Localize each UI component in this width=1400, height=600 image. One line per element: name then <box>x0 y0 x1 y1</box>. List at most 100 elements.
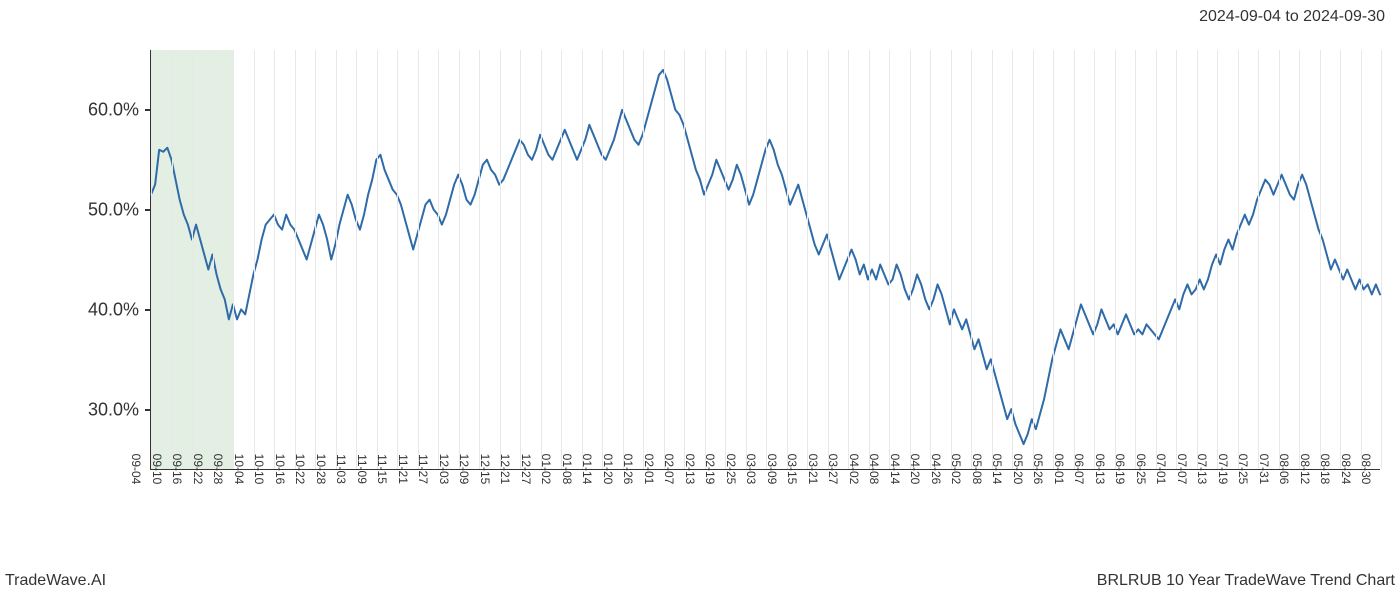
x-tick-label: 12-15 <box>478 454 500 485</box>
x-tick-label: 11-03 <box>334 454 356 484</box>
grid-line-vertical <box>1012 50 1013 469</box>
x-tick-label: 07-01 <box>1154 454 1176 485</box>
grid-line-vertical <box>1176 50 1177 469</box>
x-tick-label: 05-14 <box>990 454 1012 485</box>
x-tick-label: 07-07 <box>1175 454 1197 485</box>
x-tick-label: 02-13 <box>683 454 705 485</box>
grid-line-vertical <box>1320 50 1321 469</box>
grid-line-vertical <box>213 50 214 469</box>
grid-line-vertical <box>192 50 193 469</box>
grid-line-vertical <box>315 50 316 469</box>
x-tick-label: 05-08 <box>970 454 992 485</box>
grid-line-vertical <box>233 50 234 469</box>
y-tick-label: 40.0% <box>88 300 151 321</box>
grid-line-vertical <box>602 50 603 469</box>
x-tick-label: 09-28 <box>211 454 233 485</box>
x-tick-label: 06-19 <box>1113 454 1135 485</box>
grid-line-vertical <box>725 50 726 469</box>
grid-line-vertical <box>1053 50 1054 469</box>
grid-line-vertical <box>684 50 685 469</box>
x-tick-label: 02-07 <box>662 454 684 485</box>
grid-line-vertical <box>438 50 439 469</box>
y-tick-label: 30.0% <box>88 400 151 421</box>
x-tick-label: 11-27 <box>416 454 438 484</box>
grid-line-vertical <box>1135 50 1136 469</box>
grid-line-vertical <box>787 50 788 469</box>
x-tick-label: 05-26 <box>1031 454 1053 485</box>
date-range-text: 2024-09-04 to 2024-09-30 <box>1199 8 1385 26</box>
grid-line-vertical <box>992 50 993 469</box>
grid-line-vertical <box>643 50 644 469</box>
grid-line-vertical <box>910 50 911 469</box>
grid-line-vertical <box>582 50 583 469</box>
grid-line-vertical <box>541 50 542 469</box>
chart-container: 09-0409-1009-1609-2209-2810-0410-1010-16… <box>150 50 1380 470</box>
x-tick-label: 09-16 <box>170 454 192 485</box>
grid-line-vertical <box>1279 50 1280 469</box>
y-tick-mark <box>145 109 151 111</box>
grid-line-vertical <box>1074 50 1075 469</box>
x-tick-label: 09-10 <box>150 454 172 485</box>
y-tick-label: 50.0% <box>88 200 151 221</box>
y-tick-mark <box>145 209 151 211</box>
brand-text: TradeWave.AI <box>5 572 106 590</box>
x-tick-label: 05-20 <box>1011 454 1033 485</box>
x-tick-label: 07-13 <box>1195 454 1217 485</box>
grid-line-vertical <box>1115 50 1116 469</box>
x-tick-label: 01-26 <box>621 454 643 485</box>
grid-line-vertical <box>1156 50 1157 469</box>
x-tick-label: 10-10 <box>252 454 274 485</box>
grid-line-vertical <box>828 50 829 469</box>
grid-line-vertical <box>356 50 357 469</box>
x-tick-label: 08-12 <box>1298 454 1320 485</box>
x-tick-label: 11-09 <box>355 454 377 484</box>
grid-line-vertical <box>705 50 706 469</box>
grid-line-vertical <box>1258 50 1259 469</box>
y-tick-label: 60.0% <box>88 100 151 121</box>
grid-line-vertical <box>1238 50 1239 469</box>
grid-line-vertical <box>459 50 460 469</box>
grid-line-vertical <box>889 50 890 469</box>
grid-line-vertical <box>807 50 808 469</box>
x-tick-label: 10-16 <box>273 454 295 485</box>
grid-line-vertical <box>869 50 870 469</box>
grid-line-vertical <box>1197 50 1198 469</box>
grid-line-vertical <box>623 50 624 469</box>
x-tick-label: 03-27 <box>826 454 848 485</box>
grid-line-vertical <box>151 50 152 469</box>
x-tick-label: 01-14 <box>580 454 602 485</box>
grid-line-vertical <box>1299 50 1300 469</box>
grid-line-vertical <box>274 50 275 469</box>
x-tick-label: 10-28 <box>314 454 336 485</box>
x-tick-label: 09-04 <box>129 454 151 485</box>
grid-line-vertical <box>520 50 521 469</box>
x-tick-label: 10-22 <box>293 454 315 485</box>
x-tick-label: 05-02 <box>949 454 971 485</box>
x-tick-label: 03-15 <box>785 454 807 485</box>
x-tick-label: 01-08 <box>560 454 582 485</box>
x-tick-label: 02-19 <box>703 454 725 485</box>
x-tick-label: 12-09 <box>457 454 479 485</box>
grid-line-vertical <box>766 50 767 469</box>
x-tick-label: 08-30 <box>1359 454 1381 485</box>
grid-line-vertical <box>1094 50 1095 469</box>
grid-line-vertical <box>1340 50 1341 469</box>
x-tick-label: 10-04 <box>232 454 254 485</box>
x-tick-label: 12-21 <box>498 454 520 485</box>
grid-line-vertical <box>664 50 665 469</box>
chart-title-text: BRLRUB 10 Year TradeWave Trend Chart <box>1097 572 1395 590</box>
x-tick-label: 12-27 <box>519 454 541 485</box>
x-tick-label: 03-09 <box>765 454 787 485</box>
grid-line-vertical <box>418 50 419 469</box>
x-tick-label: 08-06 <box>1277 454 1299 485</box>
grid-line-vertical <box>479 50 480 469</box>
grid-line-vertical <box>1381 50 1382 469</box>
x-tick-label: 02-25 <box>724 454 746 485</box>
x-tick-label: 04-02 <box>847 454 869 485</box>
grid-line-vertical <box>1361 50 1362 469</box>
x-tick-label: 07-19 <box>1216 454 1238 485</box>
x-tick-label: 02-01 <box>642 454 664 485</box>
x-tick-label: 06-01 <box>1052 454 1074 485</box>
grid-line-vertical <box>172 50 173 469</box>
x-tick-label: 06-13 <box>1093 454 1115 485</box>
